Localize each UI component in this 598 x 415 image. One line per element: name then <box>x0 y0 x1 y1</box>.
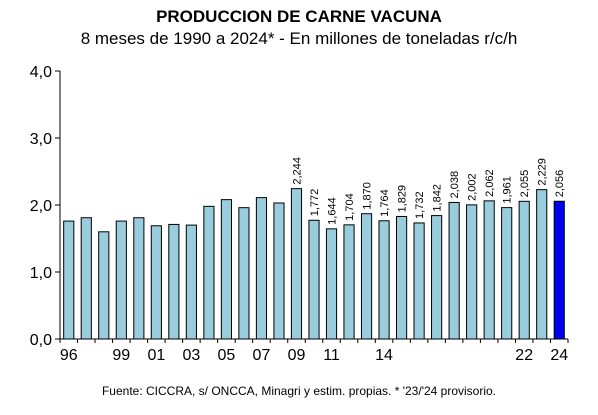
data-label: 1,842 <box>432 184 444 212</box>
x-tick-label: 01 <box>147 347 165 364</box>
bar <box>133 217 145 340</box>
bar <box>308 219 320 340</box>
data-label: 2,229 <box>537 158 549 186</box>
bar <box>273 202 285 340</box>
bar <box>518 200 530 340</box>
bar <box>220 199 232 340</box>
x-tick-label: 03 <box>182 347 200 364</box>
y-tick-label: 1,0 <box>30 265 52 282</box>
x-tick-label: 22 <box>515 347 533 364</box>
y-tick-label: 2,0 <box>30 198 52 215</box>
bar <box>80 217 92 340</box>
x-tick-label: 14 <box>375 347 393 364</box>
x-tick-label: 11 <box>323 347 340 364</box>
bar <box>290 188 303 340</box>
data-label: 1,764 <box>379 189 391 217</box>
bar <box>150 225 162 340</box>
chart-source: Fuente: CICCRA, s/ ONCCA, Minagri y esti… <box>101 384 497 398</box>
y-tick-label: 3,0 <box>30 131 52 148</box>
data-label: 1,732 <box>414 191 426 219</box>
bar <box>466 204 478 340</box>
bar <box>360 213 373 340</box>
data-label: 1,772 <box>309 189 321 217</box>
bar <box>431 215 443 340</box>
bar <box>501 207 513 340</box>
bar <box>553 200 565 340</box>
x-tick-label: 09 <box>288 347 306 364</box>
chart-subtitle: 8 meses de 1990 a 2024* - En millones de… <box>80 29 518 48</box>
data-label: 1,829 <box>397 185 409 213</box>
data-label: 1,961 <box>502 176 514 204</box>
y-tick-label: 0,0 <box>30 332 52 349</box>
y-tick-label: 4,0 <box>30 64 52 81</box>
bar <box>343 224 355 340</box>
bar <box>536 189 548 340</box>
x-tick-label: 24 <box>550 347 568 364</box>
data-label: 1,644 <box>327 197 339 225</box>
bar <box>396 215 408 340</box>
bar <box>203 205 215 340</box>
bar <box>115 220 127 340</box>
bar <box>483 200 495 340</box>
x-tick-label: 96 <box>60 347 78 364</box>
bar <box>413 222 425 340</box>
bar <box>448 201 460 340</box>
bar <box>238 207 250 340</box>
bar <box>98 231 110 340</box>
data-label: 2,002 <box>467 173 479 201</box>
data-label: 2,062 <box>484 169 496 197</box>
data-label: 1,870 <box>362 182 374 210</box>
data-label: 2,056 <box>554 170 566 198</box>
x-tick-label: 99 <box>112 347 130 364</box>
chart-title: PRODUCCION DE CARNE VACUNA <box>156 7 442 26</box>
x-tick-label: 07 <box>253 347 271 364</box>
x-tick-label: 05 <box>218 347 236 364</box>
bar <box>378 220 390 340</box>
bar <box>255 197 268 340</box>
bar <box>63 220 75 340</box>
data-label: 1,704 <box>344 193 356 221</box>
bar <box>325 228 338 340</box>
bar <box>185 224 197 340</box>
bar <box>168 223 180 340</box>
data-label: 2,038 <box>449 171 461 199</box>
data-label: 2,244 <box>291 157 303 185</box>
data-label: 2,055 <box>519 170 531 198</box>
